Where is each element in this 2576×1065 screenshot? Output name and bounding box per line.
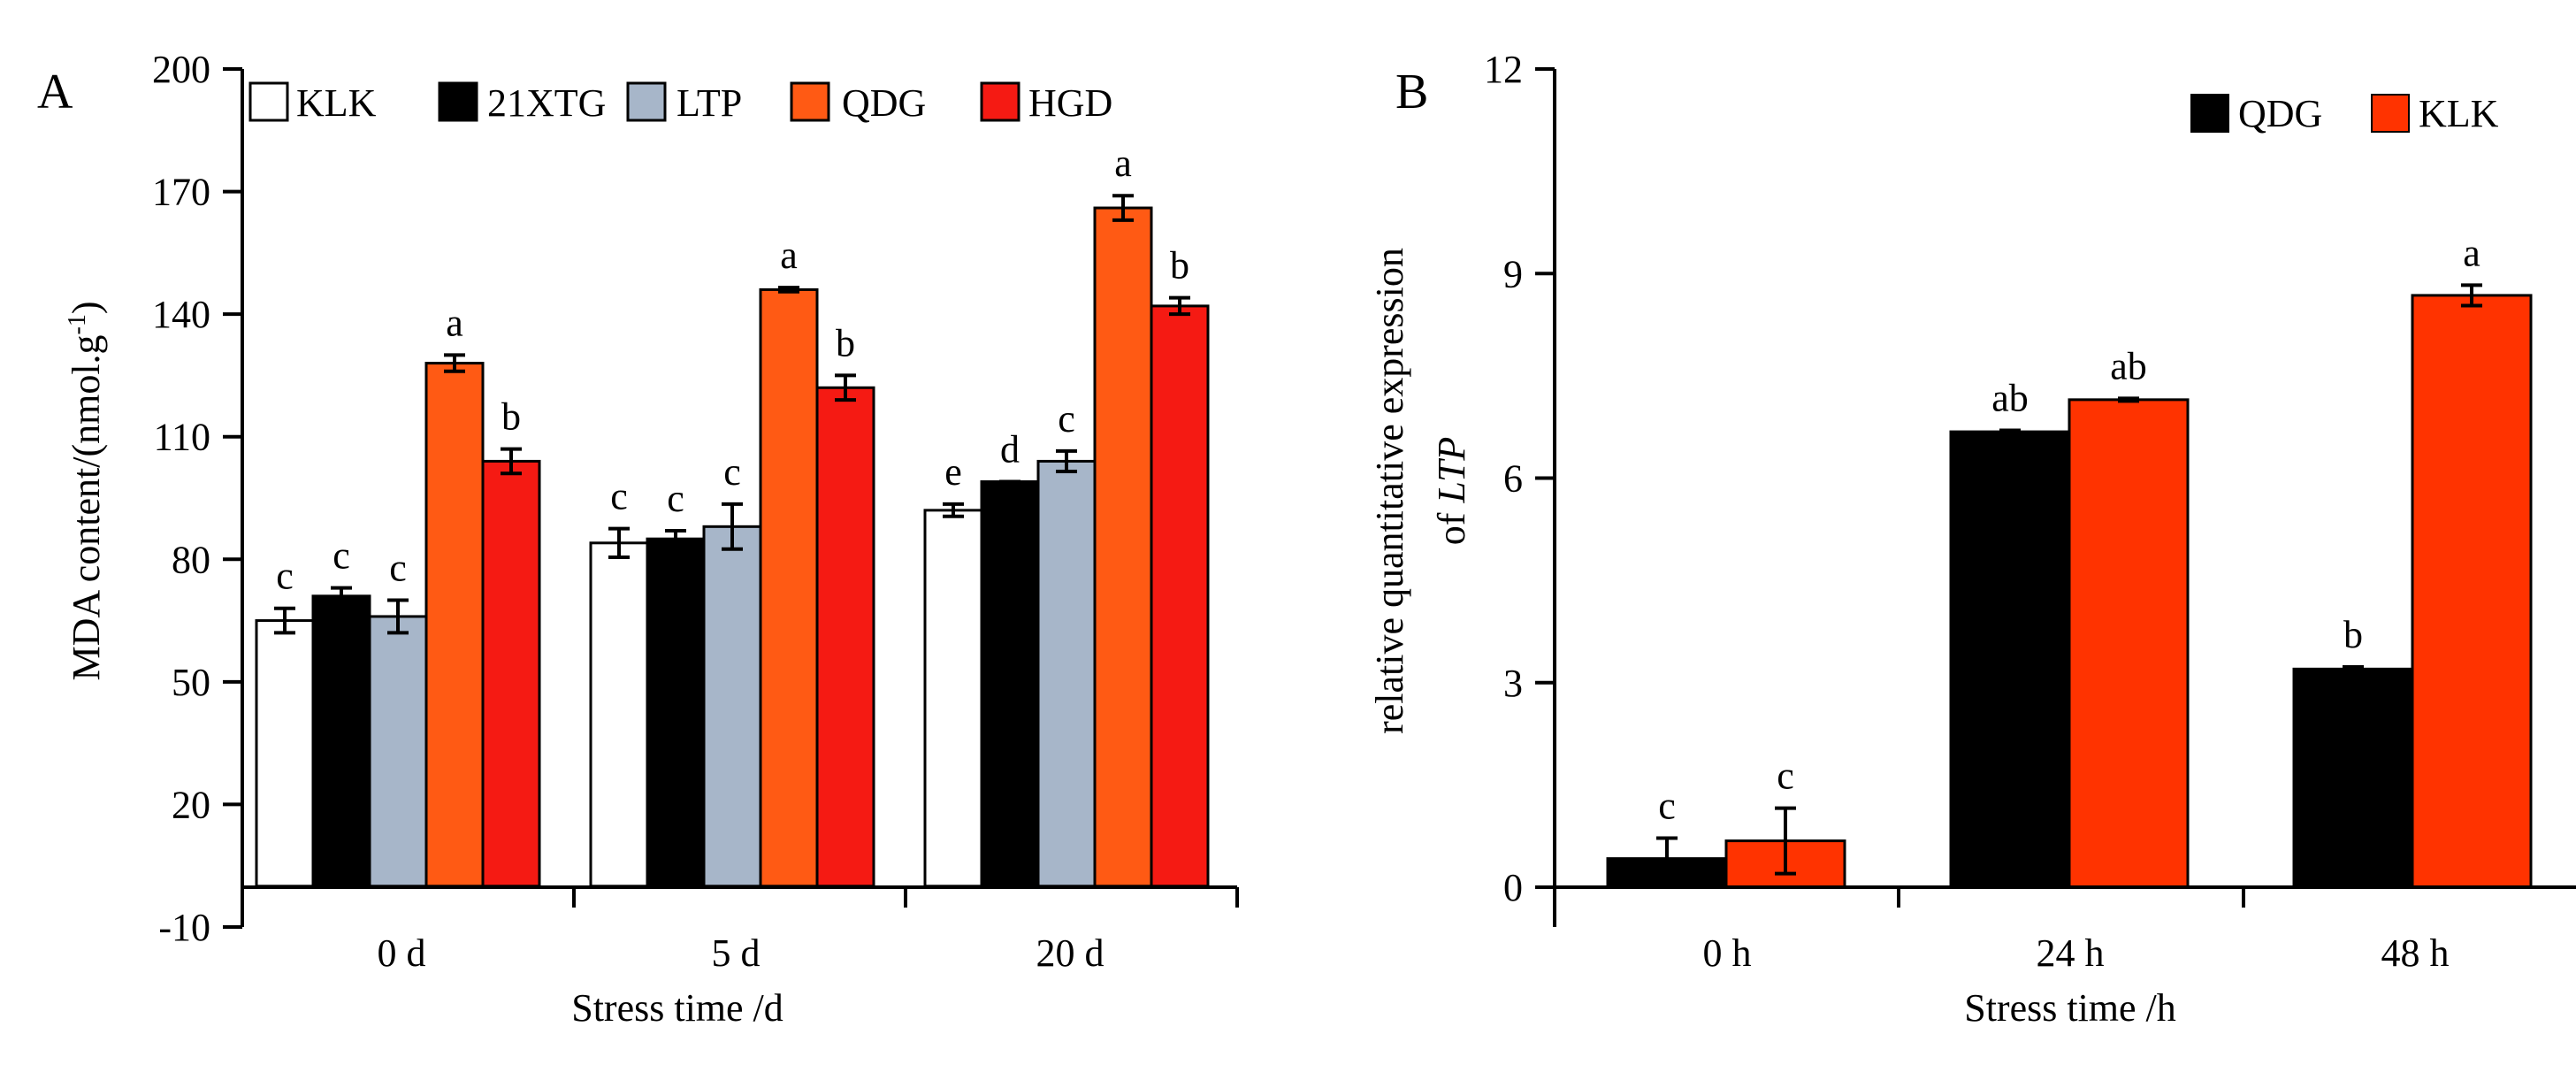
y-tick-label-a-3: 80 [172,538,210,581]
y-tick-label-b-1: 3 [1503,662,1523,705]
y-tick-label-b-0: 0 [1503,866,1523,909]
significance-label-a-hgd-1: b [836,321,855,364]
panel-label-b: B [1395,65,1428,119]
bar-a-ltp-2 [1036,459,1097,888]
bar-a-ltp-1 [702,525,762,888]
significance-label-a-21xtg-2: d [1000,428,1020,471]
legend-b: QDG KLK [2190,92,2499,135]
legend-label-qdg-b: QDG [2238,92,2322,135]
x-tick-label-b-1: 24 h [2037,931,2105,975]
significance-label-a-hgd-2: b [1170,244,1189,287]
bar-b-qdg-2 [2292,667,2414,889]
legend-swatch-qdg-b [2190,94,2229,133]
significance-label-a-ltp-1: c [723,450,741,494]
bars-b [1606,294,2533,889]
bar-a-hgd-0 [481,459,541,888]
bar-b-qdg-1 [1949,430,2071,889]
bar-a-hgd-2 [1150,304,1210,888]
significance-label-a-21xtg-0: c [333,534,350,578]
bars-a [255,206,1210,888]
significance-label-b-klk-1: ab [2110,344,2147,387]
bar-a-klk-1 [589,541,649,888]
y-tick-label-b-2: 6 [1503,457,1523,501]
chart-panel-b: B QDG KLK relative quantitative expressi… [1368,48,2576,1030]
panel-label-a: A [37,65,73,119]
y-tick-label-b-4: 12 [1484,48,1523,91]
legend-swatch-klk [248,81,289,122]
significance-label-b-qdg-0: c [1658,785,1676,828]
y-tick-label-a-1: 20 [172,783,210,826]
significance-label-a-hgd-0: b [501,395,521,439]
legend-label-ltp: LTP [676,81,742,125]
bar-a-qdg-2 [1093,206,1153,888]
significance-label-b-klk-2: a [2463,231,2480,274]
significance-labels-b: c c ab ab b a [1658,231,2480,827]
legend-swatch-21xtg [438,81,478,122]
x-axis-title-a: Stress time /d [571,986,784,1030]
bar-a-qdg-1 [759,287,819,888]
y-axis-title-b-line2: of LTP [1430,437,1473,546]
y-axis-title-a: MDA content/(nmol.g-1) [64,301,108,680]
significance-label-a-qdg-1: a [780,234,798,277]
error-bars-b [1656,283,2482,881]
significance-label-a-21xtg-1: c [667,477,684,520]
y-tick-label-a-0: -10 [158,906,210,949]
bar-a-klk-0 [255,619,315,888]
x-tick-label-a-1: 5 d [712,931,761,975]
y-tick-label-a-4: 110 [154,416,210,459]
significance-label-a-qdg-0: a [446,301,463,344]
x-axis-title-b: Stress time /h [1964,986,2176,1030]
significance-label-a-ltp-2: c [1058,397,1075,441]
significance-label-a-qdg-2: a [1114,142,1132,185]
significance-label-b-qdg-2: b [2343,613,2363,656]
significance-label-b-qdg-1: ab [1991,377,2029,420]
significance-label-a-ltp-0: c [389,546,407,589]
y-tick-label-a-2: 50 [172,661,210,704]
legend-label-klk: KLK [296,81,377,125]
y-ticks-b: 0 3 6 9 12 [1484,48,1555,909]
x-tick-label-b-0: 0 h [1703,931,1752,975]
y-ticks-a: -10 20 50 80 110 140 170 200 [152,48,242,949]
bar-a-qdg-0 [424,362,485,888]
legend-a: KLK 21XTG LTP QDG HGD [248,81,1112,125]
legend-label-21xtg: 21XTG [487,81,606,125]
y-tick-label-b-3: 9 [1503,252,1523,295]
y-tick-label-a-7: 200 [152,48,210,91]
legend-swatch-ltp [626,81,667,122]
y-tick-label-a-5: 140 [152,293,210,336]
bar-b-klk-1 [2068,398,2190,889]
bar-a-ltp-0 [368,615,428,888]
bar-a-21xtg-0 [311,594,371,888]
legend-label-klk-b: KLK [2419,92,2499,135]
legend-swatch-qdg [790,81,830,122]
significance-label-a-klk-0: c [276,555,294,598]
significance-label-b-klk-0: c [1777,755,1794,798]
legend-label-qdg: QDG [842,81,926,125]
y-tick-label-a-6: 170 [152,171,210,214]
significance-label-a-klk-1: c [610,475,628,518]
chart-panel-a: A KLK 21XTG LTP QDG HGD MDA content/(nmo… [37,48,1239,1030]
bar-b-klk-2 [2411,294,2533,889]
bar-a-klk-2 [923,509,983,888]
bar-a-hgd-1 [815,386,875,888]
x-tick-label-a-2: 20 d [1036,931,1105,975]
x-tick-label-b-2: 48 h [2381,931,2450,975]
error-bars-a [274,194,1190,635]
bar-a-21xtg-2 [980,480,1040,888]
significance-label-a-klk-2: e [944,450,962,494]
legend-swatch-klk-b [2371,94,2410,133]
legend-label-hgd: HGD [1028,81,1112,125]
y-axis-title-b-line1: relative quantitative expression [1368,248,1411,734]
x-tick-label-a-0: 0 d [378,931,426,975]
bar-a-21xtg-1 [646,537,706,888]
legend-swatch-hgd [980,81,1020,122]
